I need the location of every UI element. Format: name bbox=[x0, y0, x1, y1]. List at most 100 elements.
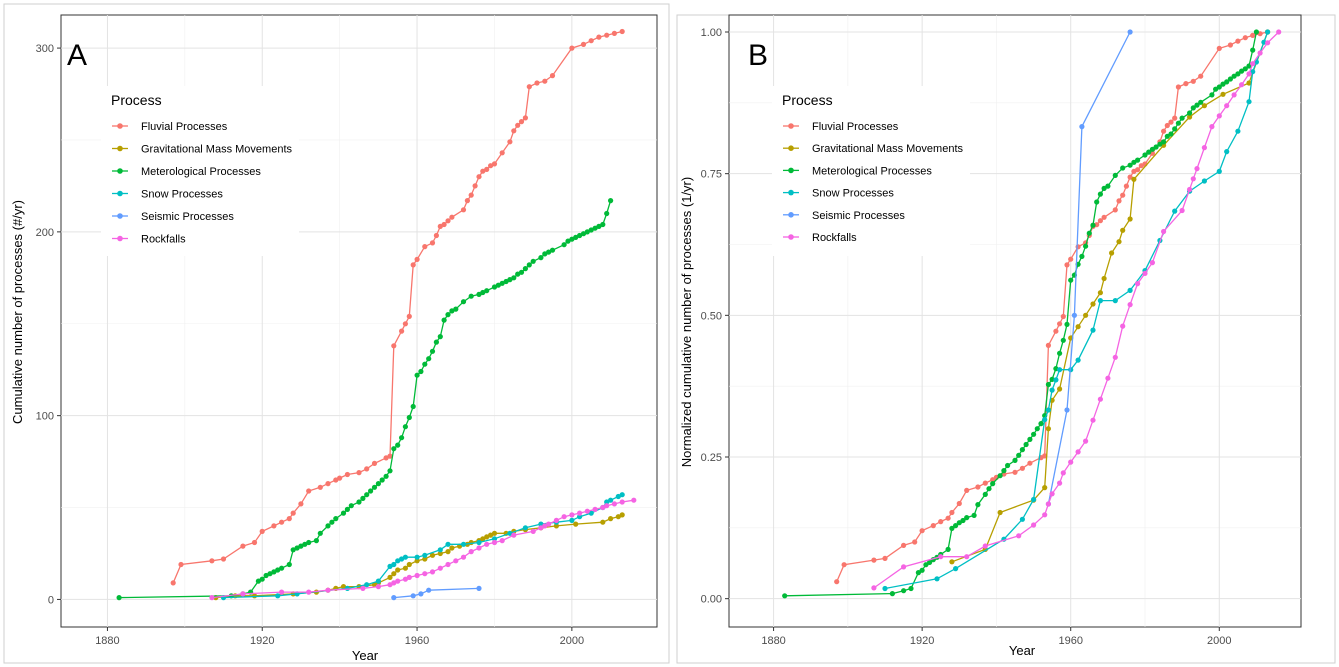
panel-a-data-point-gravitational-mass-movements bbox=[491, 530, 498, 536]
panel-b-x-tick-label: 1960 bbox=[1058, 635, 1082, 647]
panel-a-data-point-gravitational-mass-movements bbox=[449, 545, 455, 551]
panel-a-data-point-meterological-processes bbox=[561, 242, 567, 248]
panel-a-data-point-fluvial-processes bbox=[522, 115, 529, 121]
panel-a: 1880 1920 1960 2000 0 100 200 300 A Year Cumula… bbox=[3, 3, 670, 664]
panel-a-data-point-rockfalls bbox=[402, 576, 408, 582]
panel-a-data-point-fluvial-processes bbox=[240, 543, 246, 549]
panel-a-data-point-seismic-processes bbox=[410, 593, 416, 599]
panel-b-x-axis-title: Year bbox=[1009, 643, 1036, 658]
panel-b-data-point-meterological-processes bbox=[971, 512, 977, 519]
panel-b-data-point-rockfalls bbox=[1265, 40, 1271, 46]
panel-a-data-point-fluvial-processes bbox=[515, 122, 521, 128]
panel-a-data-point-gravitational-mass-movements bbox=[488, 532, 494, 538]
panel-a-data-point-gravitational-mass-movements bbox=[484, 534, 490, 540]
panel-a-legend-key-point-meterological-processes bbox=[117, 168, 123, 174]
panel-b-data-point-meterological-processes bbox=[1127, 162, 1133, 168]
panel-b-data-point-meterological-processes bbox=[1057, 350, 1063, 356]
panel-a-data-point-meterological-processes bbox=[422, 361, 428, 367]
panel-b-data-point-gravitational-mass-movements bbox=[1097, 290, 1103, 296]
panel-a-data-point-rockfalls bbox=[460, 554, 467, 560]
panel-b-data-point-meterological-processes bbox=[1112, 172, 1118, 178]
panel-a-data-point-rockfalls bbox=[468, 549, 474, 555]
panel-b-data-point-snow-processes bbox=[1057, 367, 1063, 373]
panel-b-data-point-fluvial-processes bbox=[1045, 342, 1051, 348]
panel-a-data-point-fluvial-processes bbox=[220, 556, 227, 562]
panel-a-legend-label-meterological-processes: Meterological Processes bbox=[141, 166, 261, 178]
panel-a-data-point-fluvial-processes bbox=[596, 34, 602, 40]
panel-a-data-point-meterological-processes bbox=[573, 234, 579, 240]
panel-a-series-fluvial-processes bbox=[170, 28, 625, 586]
panel-b-data-point-snow-processes bbox=[1075, 357, 1081, 363]
panel-a-legend-key-point-snow-processes bbox=[117, 190, 123, 197]
panel-b-legend-key-point-meterological-processes bbox=[788, 167, 794, 174]
panel-b-data-point-rockfalls bbox=[1031, 522, 1037, 528]
panel-a-data-point-fluvial-processes bbox=[178, 561, 184, 568]
panel-b-data-point-fluvial-processes bbox=[1097, 218, 1103, 224]
panel-b-legend-key-point-fluvial-processes bbox=[788, 123, 794, 129]
panel-b-data-point-meterological-processes bbox=[1049, 376, 1055, 382]
panel-a-data-point-fluvial-processes bbox=[518, 119, 525, 125]
panel-b-data-point-gravitational-mass-movements bbox=[1083, 312, 1089, 318]
panel-b-data-point-gravitational-mass-movements bbox=[1187, 114, 1193, 120]
panel-a-data-point-fluvial-processes bbox=[464, 198, 470, 204]
panel-b-data-point-seismic-processes bbox=[1064, 407, 1070, 413]
panel-a-data-point-meterological-processes bbox=[460, 299, 467, 305]
panel-b-data-point-meterological-processes bbox=[782, 593, 788, 599]
panel-b-data-point-rockfalls bbox=[1179, 207, 1185, 214]
panel-b-data-point-fluvial-processes bbox=[949, 509, 955, 516]
panel-b-series-line-rockfalls bbox=[873, 31, 1280, 589]
panel-a-data-point-seismic-processes bbox=[391, 595, 397, 601]
panel-a-series-line-rockfalls bbox=[211, 499, 634, 599]
panel-a-data-point-gravitational-mass-movements bbox=[429, 552, 436, 558]
panel-b-data-point-gravitational-mass-movements bbox=[1057, 386, 1063, 392]
panel-b-data-point-snow-processes bbox=[1127, 287, 1133, 293]
panel-b-legend-label-snow-processes: Snow Processes bbox=[812, 188, 894, 200]
panel-b-data-point-meterological-processes bbox=[1023, 441, 1029, 448]
panel-a-data-point-fluvial-processes bbox=[580, 41, 587, 48]
panel-b-data-point-gravitational-mass-movements bbox=[1220, 91, 1226, 97]
panel-a-data-point-rockfalls bbox=[592, 506, 598, 512]
panel-b-data-point-fluvial-processes bbox=[982, 480, 988, 486]
panel-b-data-point-meterological-processes bbox=[1161, 139, 1167, 145]
panel-a-data-point-meterological-processes bbox=[360, 495, 366, 501]
panel-b-data-point-rockfalls bbox=[1201, 145, 1207, 151]
panel-b-data-point-fluvial-processes bbox=[1064, 262, 1070, 268]
panel-a-data-point-rockfalls bbox=[437, 565, 443, 571]
panel-b-data-point-meterological-processes bbox=[1016, 452, 1022, 458]
panel-b-data-point-gravitational-mass-movements bbox=[1131, 176, 1137, 182]
panel-a-data-point-meterological-processes bbox=[522, 266, 529, 272]
panel-b-data-point-rockfalls bbox=[1149, 260, 1155, 266]
panel-b-data-point-meterological-processes bbox=[1012, 457, 1018, 463]
panel-b-data-point-meterological-processes bbox=[1190, 105, 1196, 111]
panel-b-data-point-meterological-processes bbox=[919, 567, 925, 573]
panel-b-legend-key-point-rockfalls bbox=[788, 234, 794, 240]
panel-a-legend-label-gravitational-mass-movements: Gravitational Mass Movements bbox=[141, 144, 292, 156]
panel-a-data-point-rockfalls bbox=[631, 497, 637, 503]
panel-b-data-point-meterological-processes bbox=[1179, 115, 1185, 121]
panel-b-data-point-gravitational-mass-movements bbox=[1120, 227, 1126, 233]
panel-a-data-point-meterological-processes bbox=[538, 255, 544, 261]
panel-b-data-point-fluvial-processes bbox=[1250, 32, 1256, 39]
panel-a-data-point-meterological-processes bbox=[325, 523, 331, 529]
panel-a-data-point-fluvial-processes bbox=[414, 256, 420, 262]
panel-a-data-point-snow-processes bbox=[460, 541, 467, 547]
panel-a-series-line-gravitational-mass-movements bbox=[215, 514, 623, 599]
panel-b-data-point-fluvial-processes bbox=[1164, 122, 1170, 129]
panel-a-data-point-snow-processes bbox=[402, 554, 408, 560]
panel-b-data-point-rockfalls bbox=[1049, 491, 1055, 497]
panel-b-data-point-fluvial-processes bbox=[945, 515, 951, 521]
panel-b-data-point-rockfalls bbox=[1097, 396, 1103, 402]
panel-a-data-point-meterological-processes bbox=[279, 565, 285, 571]
panel-a-data-point-fluvial-processes bbox=[279, 519, 285, 525]
panel-b-data-point-seismic-processes bbox=[1071, 312, 1077, 318]
panel-b-data-point-meterological-processes bbox=[990, 481, 996, 487]
panel-a-data-point-snow-processes bbox=[375, 578, 381, 584]
panel-a-data-point-meterological-processes bbox=[375, 481, 381, 487]
panel-a-legend-label-fluvial-processes: Fluvial Processes bbox=[141, 121, 228, 133]
panel-a-y-tick-label: 300 bbox=[36, 43, 54, 55]
panel-b-data-point-meterological-processes bbox=[945, 546, 951, 553]
panel-b-data-point-fluvial-processes bbox=[1068, 256, 1074, 262]
panel-b-data-point-rockfalls bbox=[1057, 480, 1063, 486]
panel-a-data-point-meterological-processes bbox=[604, 210, 610, 217]
panel-b-data-point-snow-processes bbox=[1045, 407, 1051, 413]
